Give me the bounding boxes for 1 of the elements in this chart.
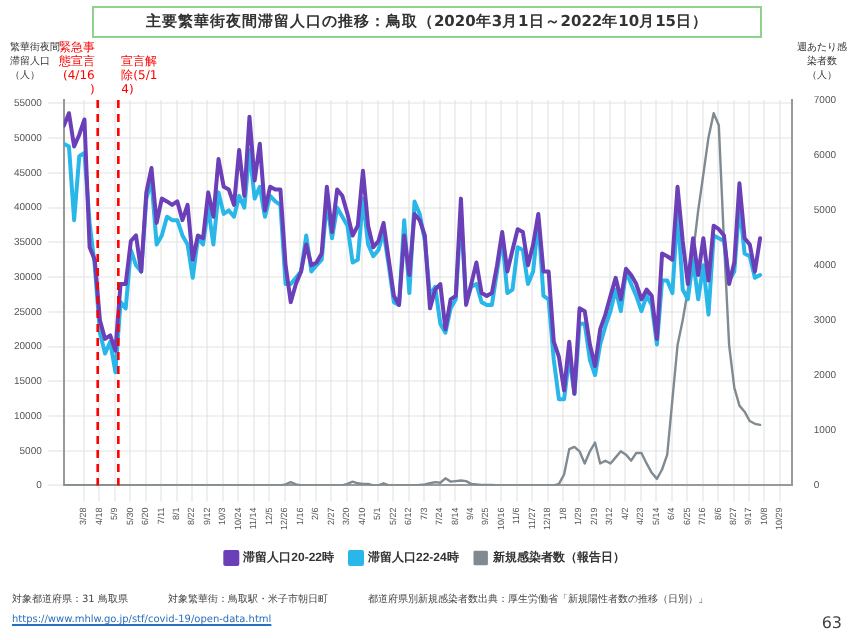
- text: 63: [821, 614, 842, 632]
